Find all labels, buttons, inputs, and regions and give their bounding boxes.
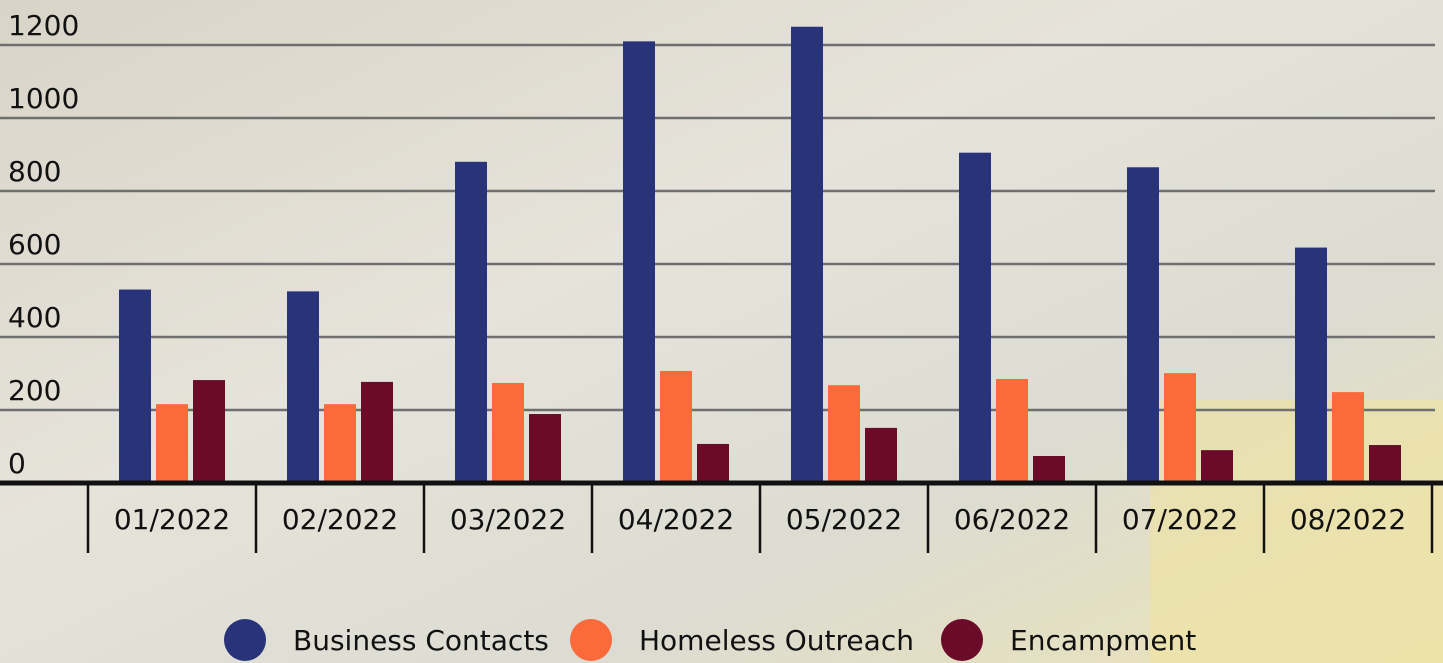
x-tick-label: 03/2022 bbox=[450, 503, 566, 536]
y-tick-label: 1200 bbox=[8, 9, 79, 42]
bar bbox=[193, 380, 225, 483]
bar bbox=[660, 371, 692, 483]
legend-marker bbox=[570, 619, 612, 661]
bar bbox=[1033, 456, 1065, 483]
bar bbox=[156, 404, 188, 483]
bar bbox=[996, 379, 1028, 483]
legend-label: Homeless Outreach bbox=[639, 624, 914, 657]
bar bbox=[791, 27, 823, 483]
bar bbox=[361, 382, 393, 483]
legend-marker bbox=[941, 619, 983, 661]
x-tick-label: 04/2022 bbox=[618, 503, 734, 536]
legend-marker bbox=[224, 619, 266, 661]
bar bbox=[1369, 445, 1401, 483]
x-tick-label: 01/2022 bbox=[114, 503, 230, 536]
y-tick-label: 600 bbox=[8, 228, 61, 261]
x-tick-label: 05/2022 bbox=[786, 503, 902, 536]
bar bbox=[1127, 167, 1159, 483]
legend-label: Business Contacts bbox=[293, 624, 549, 657]
x-tick-label: 06/2022 bbox=[954, 503, 1070, 536]
bar bbox=[1201, 450, 1233, 483]
bar bbox=[119, 290, 151, 483]
y-tick-label: 200 bbox=[8, 374, 61, 407]
bar bbox=[455, 162, 487, 483]
bar bbox=[959, 153, 991, 483]
bar bbox=[1295, 248, 1327, 483]
bar bbox=[828, 385, 860, 483]
bar bbox=[697, 444, 729, 483]
bar bbox=[623, 41, 655, 483]
y-tick-label: 800 bbox=[8, 155, 61, 188]
bar bbox=[492, 383, 524, 483]
y-tick-label: 400 bbox=[8, 301, 61, 334]
y-tick-label: 1000 bbox=[8, 82, 79, 115]
bar bbox=[1164, 373, 1196, 483]
y-tick-label: 0 bbox=[8, 447, 26, 480]
bar bbox=[324, 404, 356, 483]
bar bbox=[287, 291, 319, 483]
bar bbox=[529, 414, 561, 483]
x-tick-label: 08/2022 bbox=[1290, 503, 1406, 536]
chart: 0 200 400 600 800 1000 1200 01/2022 02/2022 03/20… bbox=[0, 0, 1443, 663]
page: 0 200 400 600 800 1000 1200 01/2022 02/2022 03/20… bbox=[0, 0, 1443, 663]
bar bbox=[1332, 392, 1364, 483]
x-tick-label: 07/2022 bbox=[1122, 503, 1238, 536]
legend-label: Encampment bbox=[1010, 624, 1196, 657]
x-tick-label: 02/2022 bbox=[282, 503, 398, 536]
bar bbox=[865, 428, 897, 483]
